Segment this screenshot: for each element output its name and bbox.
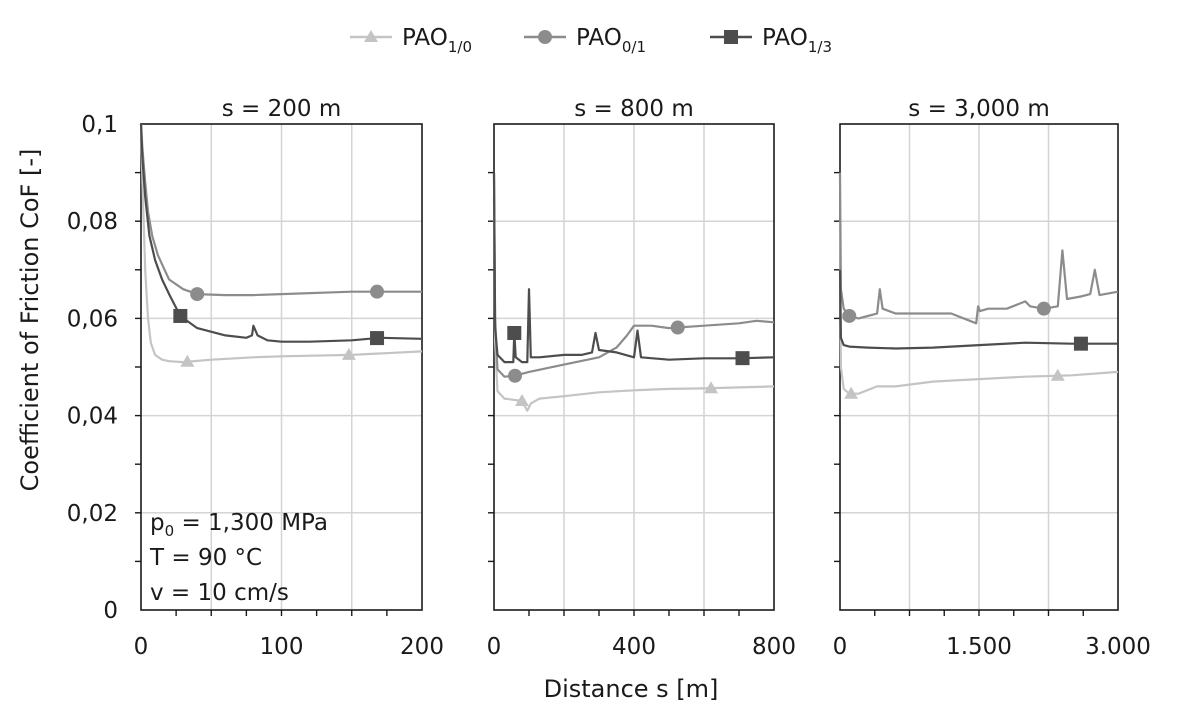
series-line bbox=[492, 172, 775, 378]
panel-3: 0 1.500 3.000 s = 3,000 m bbox=[833, 96, 1151, 660]
series-1-3 bbox=[492, 172, 775, 366]
condition-text: p bbox=[150, 510, 165, 536]
x-tick-label: 200 bbox=[400, 634, 444, 660]
panel-title: s = 200 m bbox=[222, 96, 342, 122]
x-tick-label: 0 bbox=[833, 634, 848, 660]
x-tick-label: 1.500 bbox=[946, 634, 1012, 660]
series-line bbox=[838, 221, 1119, 395]
series-line bbox=[838, 172, 1119, 325]
data-point bbox=[1050, 368, 1065, 381]
series-line bbox=[492, 172, 775, 364]
data-point bbox=[842, 308, 857, 323]
legend: PAO1/0 PAO0/1 PAO1/3 bbox=[350, 25, 832, 56]
panel-1: 0 100 200 0 0,02 0,04 0,06 0,08 0,1 s = 200 m bbox=[67, 96, 444, 660]
panel-title: s = 800 m bbox=[574, 96, 694, 122]
data-point bbox=[370, 331, 385, 346]
condition-text: T = 90 °C bbox=[149, 545, 262, 571]
legend-entry-1-3: PAO1/3 bbox=[710, 25, 832, 56]
condition-line: v = 10 cm/s bbox=[150, 580, 289, 606]
series-0-1 bbox=[492, 172, 775, 383]
x-tick-label: 400 bbox=[612, 634, 656, 660]
legend-label-sub: 1/3 bbox=[808, 38, 832, 56]
x-tick-label: 100 bbox=[260, 634, 304, 660]
x-tick-label: 3.000 bbox=[1085, 634, 1151, 660]
series-line bbox=[139, 123, 422, 297]
condition-text: v = 10 cm/s bbox=[150, 580, 289, 606]
legend-label: PAO1/0 bbox=[402, 25, 472, 56]
panel-title: s = 3,000 m bbox=[908, 96, 1049, 122]
y-tick-label: 0,06 bbox=[67, 306, 118, 332]
data-point bbox=[180, 354, 195, 367]
series-line bbox=[139, 123, 423, 364]
y-tick-label: 0,1 bbox=[81, 112, 118, 138]
series-1-3 bbox=[838, 269, 1118, 351]
data-point bbox=[507, 325, 522, 340]
series-0-1 bbox=[838, 172, 1119, 325]
series-line bbox=[492, 196, 775, 412]
x-axis-label: Distance s [m] bbox=[544, 675, 719, 703]
legend-marker bbox=[364, 30, 378, 42]
chart-panels: 0 100 200 0 0,02 0,04 0,06 0,08 0,1 s = 200 m 0 400… bbox=[67, 96, 1151, 660]
legend-marker bbox=[724, 30, 738, 44]
series-1-0 bbox=[838, 221, 1119, 399]
data-point bbox=[173, 308, 188, 323]
condition-text-post: = 1,300 MPa bbox=[174, 510, 328, 536]
legend-marker bbox=[538, 30, 552, 44]
data-point bbox=[1073, 336, 1088, 351]
condition-line: T = 90 °C bbox=[149, 545, 262, 571]
data-point bbox=[370, 284, 385, 299]
y-tick-label: 0,08 bbox=[67, 209, 118, 235]
legend-label-sub: 0/1 bbox=[622, 38, 646, 56]
data-point bbox=[190, 287, 205, 302]
x-tick-label: 800 bbox=[752, 634, 796, 660]
condition-line: p0 = 1,300 MPa bbox=[150, 510, 328, 540]
x-tick-label: 0 bbox=[487, 634, 502, 660]
panel-2: 0 400 800 s = 800 m bbox=[487, 96, 796, 660]
legend-entry-1-0: PAO1/0 bbox=[350, 25, 472, 56]
data-point bbox=[735, 351, 750, 366]
series-1-3 bbox=[139, 123, 423, 346]
legend-label-base: PAO bbox=[402, 25, 448, 51]
data-point bbox=[704, 381, 718, 394]
legend-entry-0-1: PAO0/1 bbox=[524, 25, 646, 56]
legend-label: PAO0/1 bbox=[576, 25, 646, 56]
y-tick-label: 0,02 bbox=[67, 501, 118, 527]
y-tick-label: 0,04 bbox=[67, 404, 118, 430]
data-point bbox=[1036, 301, 1051, 316]
legend-label-sub: 1/0 bbox=[448, 38, 472, 56]
series-1-0 bbox=[139, 123, 423, 367]
legend-label: PAO1/3 bbox=[762, 25, 832, 56]
legend-label-base: PAO bbox=[576, 25, 622, 51]
data-point bbox=[844, 386, 859, 399]
data-point bbox=[670, 320, 685, 335]
data-point bbox=[341, 347, 356, 360]
legend-label-base: PAO bbox=[762, 25, 808, 51]
condition-sub: 0 bbox=[165, 522, 175, 540]
data-point bbox=[508, 368, 522, 383]
series-0-1 bbox=[139, 123, 422, 302]
series-1-0 bbox=[492, 196, 775, 412]
x-tick-label: 0 bbox=[134, 634, 149, 660]
series-line bbox=[139, 123, 423, 343]
y-axis-label: Coefficient of Friction CoF [-] bbox=[16, 149, 44, 492]
series-line bbox=[838, 269, 1118, 350]
conditions-annotation: p0 = 1,300 MPa T = 90 °C v = 10 cm/s bbox=[149, 510, 328, 606]
y-tick-label: 0 bbox=[103, 598, 118, 624]
data-point bbox=[515, 394, 529, 407]
